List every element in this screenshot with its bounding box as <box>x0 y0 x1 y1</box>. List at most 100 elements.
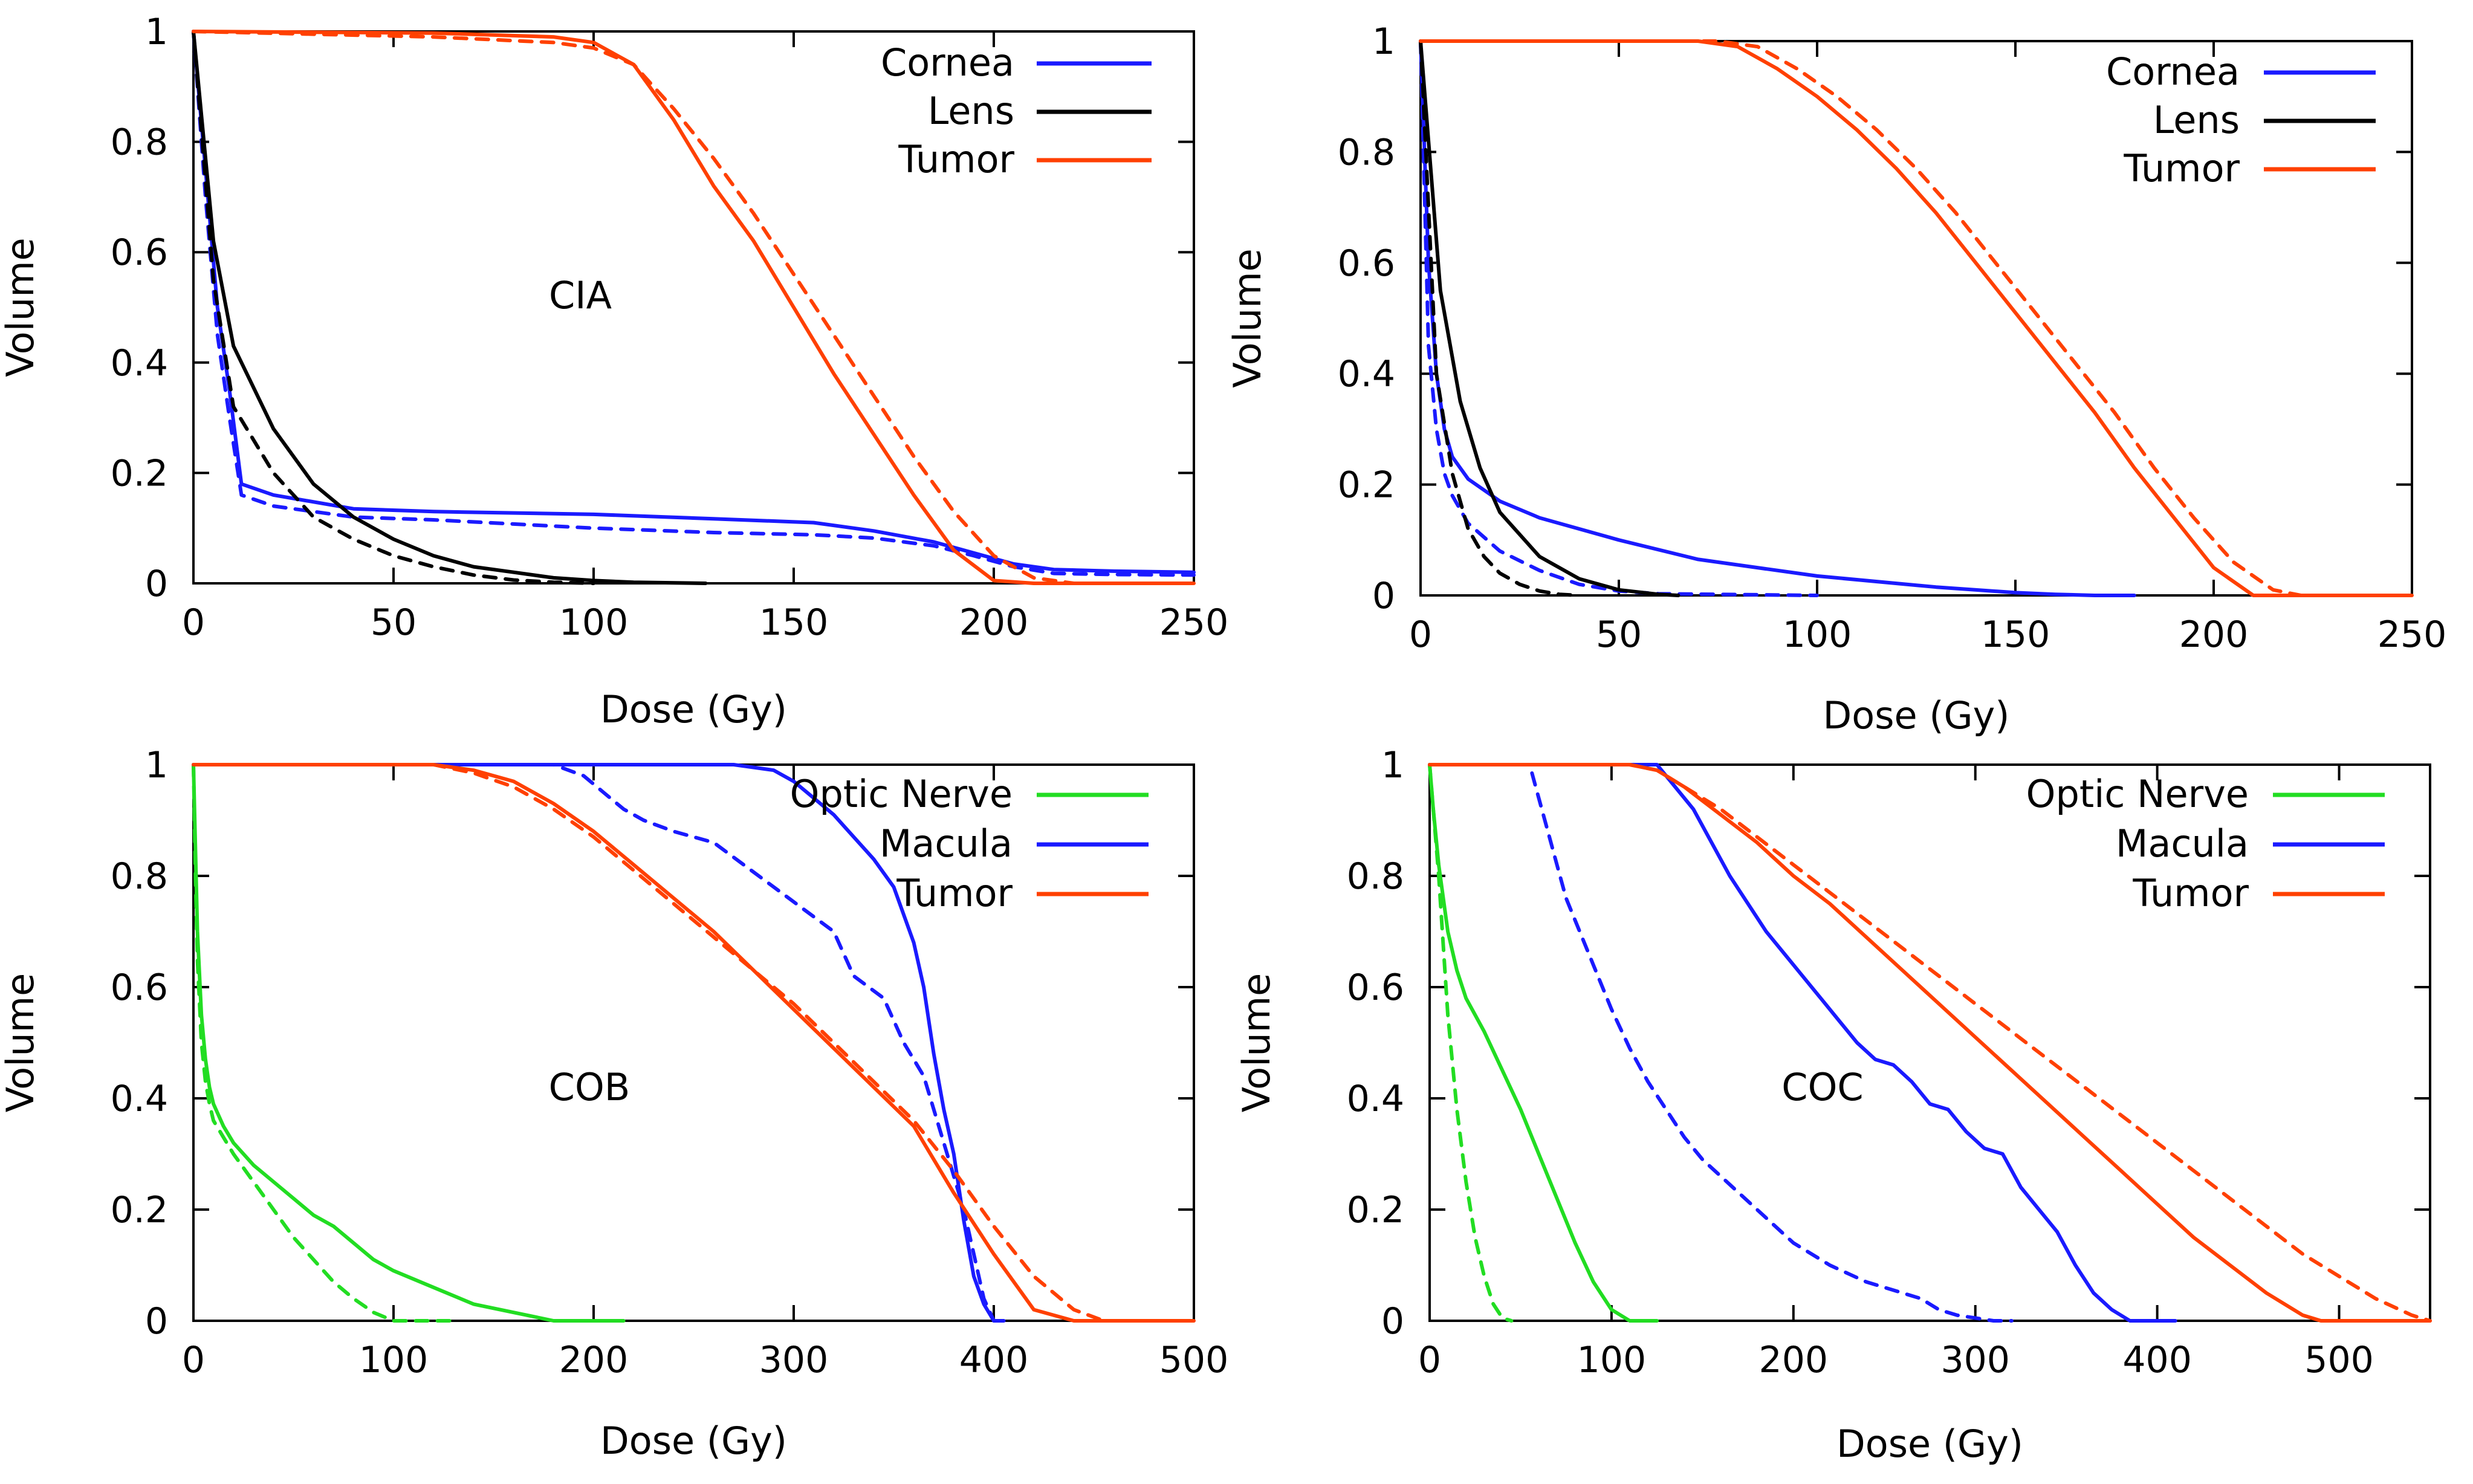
series-line-tumor-solid <box>192 30 1196 585</box>
series-group <box>192 763 1196 1323</box>
series-line-optic-nerve-dashed <box>1428 763 1514 1323</box>
series-line-lens-dashed <box>192 30 595 585</box>
x-tick-label: 0 <box>182 1339 205 1381</box>
x-axis-label: Dose (Gy) <box>1823 693 2010 737</box>
panel-annotation: COB <box>549 1065 630 1109</box>
x-tick-label: 50 <box>371 601 416 644</box>
y-axis-label: Volume <box>1225 248 1269 388</box>
panel-annotation: COC <box>1781 1065 1863 1109</box>
legend-label: Cornea <box>881 41 1014 85</box>
x-tick-label: 150 <box>759 601 829 644</box>
y-tick-label: 0.2 <box>111 1189 168 1231</box>
x-tick-label: 200 <box>959 601 1029 644</box>
panel-annotation: CIA <box>549 273 612 317</box>
x-tick-label: 0 <box>182 601 205 644</box>
x-tick-label: 250 <box>1159 601 1229 644</box>
chart-panel-cob: 0 100 200 300 400 500 0 0.2 0.4 0.6 0.8 1 Dose (Gy) V… <box>0 744 1228 1463</box>
series-group <box>192 30 1196 585</box>
x-tick-label: 300 <box>1940 1339 2010 1381</box>
y-axis-label: Volume <box>0 238 42 377</box>
y-tick-label: 0 <box>1381 1300 1404 1343</box>
series-line-optic-nerve-solid <box>192 763 626 1323</box>
legend-label: Lens <box>928 89 1014 133</box>
legend-label: Tumor <box>2132 871 2249 915</box>
x-tick-label: 200 <box>1759 1339 1829 1381</box>
legend-label: Macula <box>2116 821 2249 866</box>
legend-label: Optic Nerve <box>2026 772 2249 816</box>
x-axis-label: Dose (Gy) <box>1836 1422 2023 1466</box>
series-line-cornea-solid <box>192 30 1196 574</box>
y-tick-label: 0.4 <box>111 1078 168 1120</box>
legend: Optic Nerve Macula Tumor <box>790 772 1149 915</box>
x-axis-label: Dose (Gy) <box>600 687 787 731</box>
y-tick-label: 0.2 <box>1347 1189 1404 1231</box>
x-tick-label: 150 <box>1981 614 2050 656</box>
x-tick-label: 500 <box>2304 1339 2374 1381</box>
legend-label: Cornea <box>2106 50 2240 94</box>
y-tick-label: 0 <box>1372 575 1395 617</box>
series-line-tumor-dashed <box>192 763 1196 1323</box>
x-tick-label: 200 <box>2179 614 2249 656</box>
x-tick-label: 100 <box>1783 614 1852 656</box>
y-tick-label: 0.4 <box>1338 353 1395 395</box>
series-line-lens-solid <box>1419 39 1681 597</box>
legend: Optic Nerve Macula Tumor <box>2026 772 2385 915</box>
series-line-tumor-solid <box>192 763 1196 1323</box>
y-tick-label: 0 <box>145 1300 168 1343</box>
x-tick-label: 500 <box>1159 1339 1229 1381</box>
series-line-tumor-solid <box>1419 39 2414 597</box>
series-line-macula-solid <box>192 763 1006 1323</box>
series-line-optic-nerve-dashed <box>192 763 456 1323</box>
y-tick-label: 0.2 <box>1338 464 1395 507</box>
y-tick-label: 0 <box>145 563 168 605</box>
legend-label: Lens <box>2153 98 2240 142</box>
y-tick-label: 0.2 <box>111 452 168 494</box>
x-tick-label: 100 <box>559 601 629 644</box>
series-line-lens-solid <box>192 30 708 585</box>
y-tick-label: 1 <box>145 744 168 786</box>
chart-panel-cia: 0 50 100 150 200 250 0 0.2 0.4 0.6 0.8 1 Dose (Gy) Vo… <box>0 11 1228 731</box>
y-tick-label: 0.6 <box>111 232 168 274</box>
y-tick-label: 0.8 <box>1347 855 1404 898</box>
y-axis-label: Volume <box>0 973 42 1113</box>
x-tick-label: 200 <box>559 1339 629 1381</box>
y-tick-label: 0.8 <box>1338 131 1395 173</box>
chart-panel-cia-right: 0 50 100 150 200 250 0 0.2 0.4 0.6 0.8 1 Dose (Gy) Vo… <box>1225 21 2446 737</box>
legend-label: Optic Nerve <box>790 772 1013 816</box>
y-tick-label: 0.6 <box>1338 242 1395 285</box>
series-line-tumor-dashed <box>192 30 1196 585</box>
x-tick-label: 400 <box>2122 1339 2192 1381</box>
series-line-tumor-dashed <box>1428 763 2432 1323</box>
x-tick-label: 0 <box>1409 614 1432 656</box>
y-tick-label: 0.4 <box>111 342 168 384</box>
y-tick-label: 0.4 <box>1347 1078 1404 1120</box>
y-tick-label: 0.6 <box>1347 967 1404 1009</box>
series-line-tumor-dashed <box>1419 39 2414 597</box>
y-axis-label: Volume <box>1234 973 1279 1113</box>
plot-frame <box>1419 40 2413 597</box>
y-tick-label: 1 <box>1381 744 1404 786</box>
series-group <box>1428 763 2432 1323</box>
legend-label: Tumor <box>2123 146 2240 190</box>
legend-label: Tumor <box>896 871 1013 915</box>
x-axis-label: Dose (Gy) <box>600 1419 787 1463</box>
x-tick-label: 250 <box>2377 614 2447 656</box>
x-tick-label: 100 <box>1577 1339 1647 1381</box>
series-line-optic-nerve-solid <box>1428 763 1659 1323</box>
series-line-macula-solid <box>1428 763 2177 1323</box>
legend-label: Macula <box>880 821 1013 866</box>
series-line-lens-dashed <box>1419 39 1581 597</box>
series-line-macula-dashed <box>1428 763 2014 1323</box>
x-tick-label: 0 <box>1418 1339 1441 1381</box>
y-tick-label: 1 <box>1372 21 1395 63</box>
y-tick-label: 0.8 <box>111 122 168 164</box>
x-tick-label: 100 <box>359 1339 429 1381</box>
legend-label: Tumor <box>898 137 1014 181</box>
y-tick-label: 1 <box>145 11 168 53</box>
y-tick-label: 0.8 <box>111 855 168 898</box>
